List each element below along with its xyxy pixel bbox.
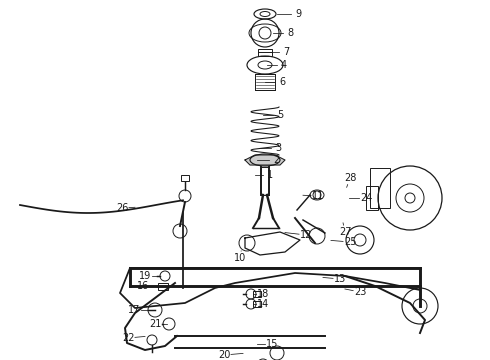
Text: 27: 27 — [339, 227, 351, 237]
Text: 22: 22 — [122, 333, 134, 343]
Text: 1: 1 — [267, 170, 273, 180]
Text: 17: 17 — [128, 305, 140, 315]
Text: 2: 2 — [273, 155, 279, 165]
Bar — [253, 301, 261, 307]
Text: 20: 20 — [218, 350, 230, 360]
Text: 15: 15 — [266, 339, 278, 349]
Text: 19: 19 — [139, 271, 151, 281]
Text: 3: 3 — [275, 143, 281, 153]
Polygon shape — [245, 155, 285, 165]
Text: 9: 9 — [295, 9, 301, 19]
Bar — [253, 291, 261, 297]
Text: 10: 10 — [234, 253, 246, 263]
Bar — [370, 168, 390, 208]
Text: 6: 6 — [279, 77, 285, 87]
Text: 7: 7 — [283, 47, 289, 57]
Bar — [181, 175, 189, 181]
Text: 4: 4 — [281, 60, 287, 70]
Text: 14: 14 — [257, 299, 269, 309]
Text: 18: 18 — [257, 289, 269, 299]
Text: 21: 21 — [149, 319, 161, 329]
Text: 8: 8 — [287, 28, 293, 38]
Text: 11: 11 — [312, 191, 324, 201]
Text: 5: 5 — [277, 110, 283, 120]
Text: 26: 26 — [116, 203, 128, 213]
Bar — [258, 49, 272, 55]
Text: 25: 25 — [344, 237, 356, 247]
Text: 23: 23 — [354, 287, 366, 297]
Text: 28: 28 — [344, 173, 356, 183]
Text: 16: 16 — [137, 281, 149, 291]
Text: 13: 13 — [334, 274, 346, 284]
Text: 24: 24 — [360, 193, 372, 203]
Bar — [158, 283, 168, 289]
Text: 12: 12 — [300, 230, 312, 240]
Bar — [255, 74, 275, 90]
Bar — [366, 186, 378, 210]
